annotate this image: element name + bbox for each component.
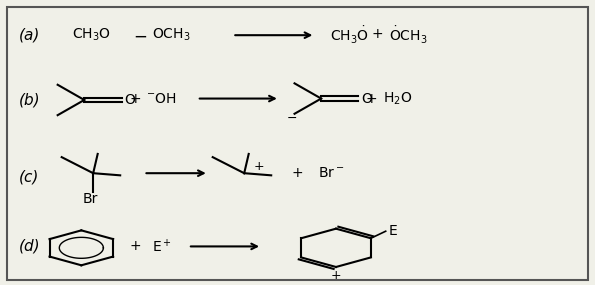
Text: $\mathregular{\dot{O}CH_3}$: $\mathregular{\dot{O}CH_3}$ bbox=[389, 25, 428, 46]
Text: $\mathregular{E^+}$: $\mathregular{E^+}$ bbox=[152, 238, 172, 255]
Text: $+$: $+$ bbox=[292, 166, 303, 180]
FancyBboxPatch shape bbox=[7, 7, 588, 280]
Text: $\mathregular{CH_3O}$: $\mathregular{CH_3O}$ bbox=[73, 27, 111, 43]
Text: (b): (b) bbox=[19, 92, 41, 107]
Text: $\mathregular{Br^-}$: $\mathregular{Br^-}$ bbox=[318, 166, 345, 180]
Text: $\mathregular{CH_3\dot{O}}$: $\mathregular{CH_3\dot{O}}$ bbox=[330, 25, 369, 46]
Text: O: O bbox=[124, 93, 135, 107]
Text: (d): (d) bbox=[19, 239, 41, 254]
Text: $\mathregular{H_2O}$: $\mathregular{H_2O}$ bbox=[383, 90, 413, 107]
Text: (c): (c) bbox=[19, 170, 39, 185]
Text: Br: Br bbox=[83, 192, 98, 207]
Text: $+$: $+$ bbox=[129, 239, 140, 253]
Text: E: E bbox=[389, 224, 397, 238]
Text: $-$: $-$ bbox=[286, 111, 297, 124]
Text: (a): (a) bbox=[19, 28, 40, 43]
Text: $-$: $-$ bbox=[133, 26, 148, 44]
Text: $+$: $+$ bbox=[253, 160, 265, 173]
Text: O: O bbox=[361, 91, 372, 105]
Text: $+$: $+$ bbox=[365, 91, 378, 105]
Text: $+$: $+$ bbox=[371, 27, 384, 41]
Text: $\mathregular{OCH_3}$: $\mathregular{OCH_3}$ bbox=[152, 27, 191, 43]
Text: $+$: $+$ bbox=[129, 91, 140, 105]
Text: $+$: $+$ bbox=[330, 269, 342, 282]
Text: $\mathregular{^{-}OH}$: $\mathregular{^{-}OH}$ bbox=[146, 91, 177, 105]
